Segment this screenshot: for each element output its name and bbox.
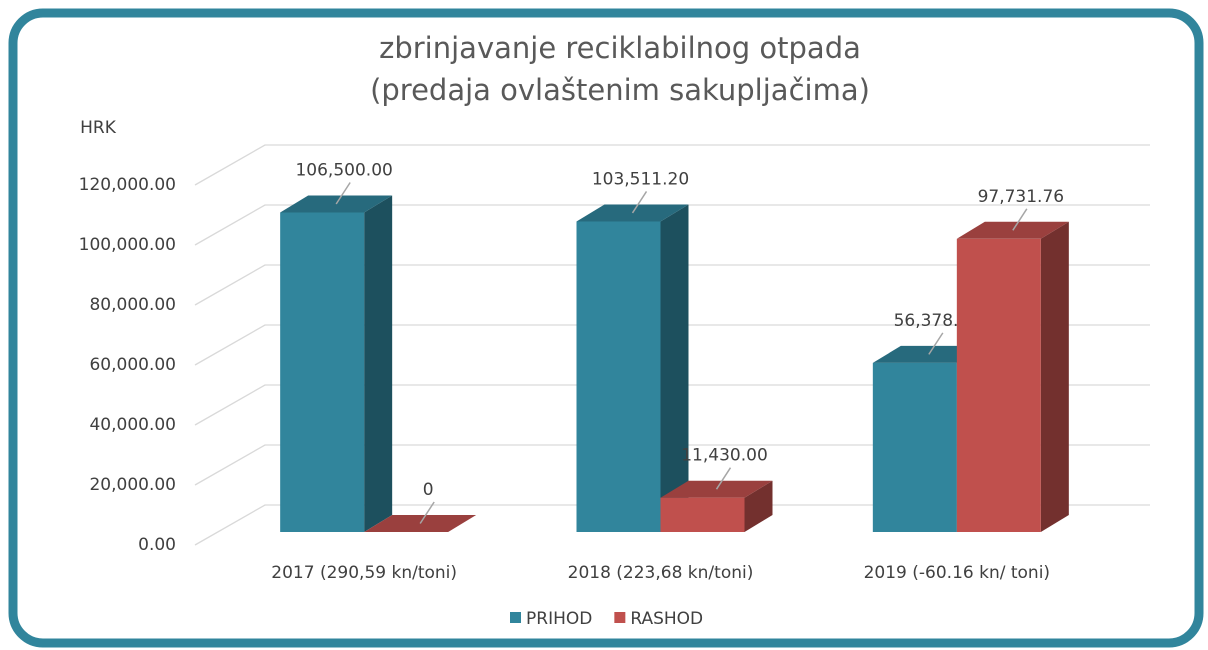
grid-line — [194, 444, 1150, 486]
legend-swatch — [614, 612, 626, 623]
bar-side — [660, 204, 689, 532]
bar-side — [364, 195, 393, 532]
bar-side — [1040, 221, 1069, 532]
leader-line — [335, 182, 351, 205]
legend-swatch — [510, 612, 521, 623]
legend-label: PRIHOD — [526, 609, 592, 629]
data-label: 97,731.76 — [978, 187, 1065, 207]
leader-line — [631, 191, 648, 214]
leader-line — [715, 467, 732, 490]
legend-label: RASHOD — [630, 609, 703, 629]
x-tick-label: 2017 (290,59 kn/toni) — [271, 563, 457, 583]
y-axis-label: HRK — [80, 118, 117, 138]
leader-line — [1012, 208, 1028, 231]
y-tick-label: 100,000.00 — [79, 235, 176, 255]
grid-line — [194, 504, 1150, 546]
chart-title: (predaja ovlaštenim sakupljačima) — [370, 73, 870, 107]
x-tick-label: 2019 (-60.16 kn/ toni) — [864, 563, 1050, 583]
data-label: 11,430.00 — [681, 446, 768, 466]
bar — [280, 212, 365, 532]
grid-line — [194, 264, 1150, 306]
bar — [872, 362, 957, 532]
data-label: 0 — [423, 480, 434, 500]
y-tick-label: 20,000.00 — [89, 475, 176, 495]
data-label: 103,511.20 — [592, 169, 689, 189]
y-tick-label: 80,000.00 — [89, 295, 176, 315]
grid-line — [194, 144, 1150, 186]
y-tick-label: 120,000.00 — [79, 175, 176, 195]
y-tick-label: 60,000.00 — [89, 355, 176, 375]
y-tick-label: 40,000.00 — [89, 415, 176, 435]
x-tick-label: 2018 (223,68 kn/toni) — [568, 563, 754, 583]
leader-line — [419, 501, 435, 524]
chart-title: zbrinjavanje reciklabilnog otpada — [379, 31, 861, 65]
grid-line — [194, 324, 1150, 366]
leader-line — [928, 332, 944, 355]
bar — [576, 221, 661, 532]
y-tick-label: 0.00 — [138, 535, 176, 555]
grid-line — [194, 384, 1150, 426]
bar-side — [744, 480, 773, 532]
bar — [660, 497, 745, 532]
bar — [956, 238, 1041, 532]
grid-line — [194, 204, 1150, 246]
data-label: 106,500.00 — [295, 161, 392, 181]
